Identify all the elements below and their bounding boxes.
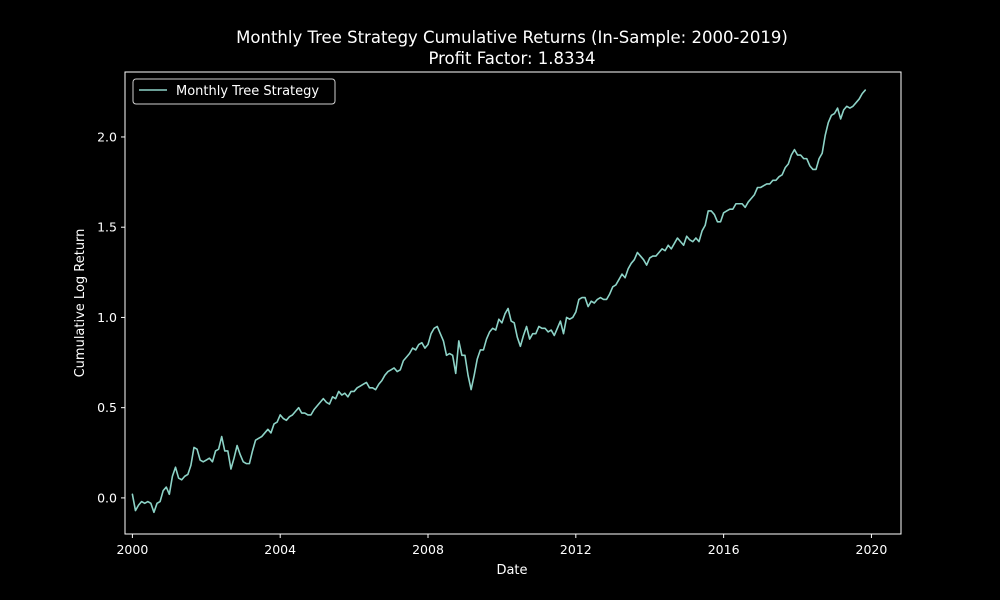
chart-subtitle: Profit Factor: 1.8334 <box>428 49 595 68</box>
plot-area: 2000 2004 2008 2012 2016 2020 0.0 0.5 1.0 1.5 2.0 <box>97 71 902 557</box>
series-lines <box>131 89 867 514</box>
axes-frame <box>124 71 902 535</box>
x-axis-label: Date <box>496 563 527 578</box>
y-tick-label: 1.0 <box>97 310 117 325</box>
y-tick-label: 0.5 <box>97 400 117 415</box>
x-tick-label: 2000 <box>116 542 148 557</box>
series-line-monthly-tree-strategy <box>131 89 867 514</box>
x-tick-label: 2012 <box>560 542 592 557</box>
y-tick-label: 0.0 <box>97 490 117 505</box>
x-tick-label: 2008 <box>412 542 444 557</box>
y-axis-label: Cumulative Log Return <box>73 229 88 378</box>
x-tick-label: 2016 <box>708 542 740 557</box>
x-axis-ticks: 2000 2004 2008 2012 2016 2020 <box>116 534 887 557</box>
x-tick-label: 2004 <box>264 542 296 557</box>
x-tick-label: 2020 <box>856 542 888 557</box>
legend-label-monthly-tree-strategy: Monthly Tree Strategy <box>176 84 319 99</box>
y-axis-ticks: 0.0 0.5 1.0 1.5 2.0 <box>97 129 125 505</box>
chart-title: Monthly Tree Strategy Cumulative Returns… <box>236 28 788 47</box>
y-tick-label: 2.0 <box>97 129 117 144</box>
legend-box <box>132 78 336 105</box>
y-tick-label: 1.5 <box>97 220 117 235</box>
legend: Monthly Tree Strategy <box>132 78 336 105</box>
